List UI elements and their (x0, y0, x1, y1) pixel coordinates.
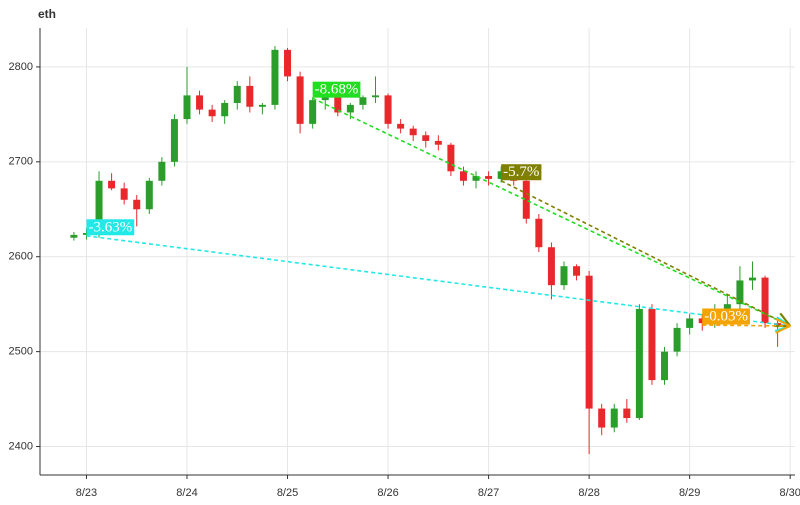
x-tick-label: 8/28 (578, 487, 599, 499)
candle-body (674, 328, 681, 352)
candle-body (146, 181, 153, 209)
chart-title: eth (38, 7, 56, 21)
candle-body (749, 278, 756, 281)
candle-body (196, 95, 203, 109)
y-tick-label: 2800 (9, 61, 33, 73)
candle-body (435, 141, 442, 145)
y-tick-label: 2600 (9, 251, 33, 263)
candle-body (372, 95, 379, 97)
y-tick-label: 2700 (9, 156, 33, 168)
candle-body (648, 309, 655, 380)
candle-body (121, 188, 128, 199)
candle-body (397, 124, 404, 129)
candle-body (762, 278, 769, 324)
candle-body (234, 86, 241, 103)
candle-body (560, 266, 567, 285)
candle-body (70, 235, 77, 238)
candle-body (183, 95, 190, 119)
annotation-label: -3.63% (88, 219, 132, 235)
candle-body (573, 266, 580, 275)
candle-body (271, 50, 278, 105)
candle-body (485, 176, 492, 179)
annotation-layer: -3.63% -8.68% -5.7% -0.03% (86, 82, 790, 333)
candle-body (334, 97, 341, 112)
x-tick-label: 8/25 (277, 487, 298, 499)
candle-body (133, 200, 140, 209)
candle-body (108, 181, 115, 189)
candle-body (259, 105, 266, 107)
x-tick-label: 8/30 (779, 487, 800, 499)
candle-body (447, 145, 454, 172)
candle-body (347, 105, 354, 113)
candle-body (422, 135, 429, 141)
x-tick-label: 8/29 (679, 487, 700, 499)
candle-body (410, 129, 417, 136)
candle-body (661, 352, 668, 380)
candle-body (460, 171, 467, 180)
candle-body (548, 247, 555, 285)
x-tick-label: 8/23 (76, 487, 97, 499)
grid-layer: 2400 2500 2600 2700 2800 8/23 8/24 8/25 8/26 8/27… (9, 28, 800, 499)
y-tick-label: 2500 (9, 346, 33, 358)
candle-body (209, 110, 216, 117)
candle-body (535, 219, 542, 247)
candle-body (636, 309, 643, 418)
candle-body (623, 409, 630, 418)
candle-body (686, 318, 693, 327)
candle-body (598, 409, 605, 428)
x-tick-label: 8/26 (377, 487, 398, 499)
x-tick-label: 8/27 (478, 487, 499, 499)
annotation-label: -5.7% (503, 164, 539, 180)
candle-body (297, 76, 304, 123)
trend-line (501, 181, 790, 326)
candle-body (359, 97, 366, 105)
trend-line (86, 236, 790, 326)
annotation-label: -0.03% (704, 308, 748, 324)
candle-body (586, 276, 593, 409)
y-tick-label: 2400 (9, 440, 33, 452)
marks-layer (70, 46, 781, 454)
candle-body (171, 119, 178, 162)
annotation-label: -8.68% (315, 82, 359, 98)
candle-body (284, 50, 291, 77)
candle-body (246, 86, 253, 107)
candle-body (158, 162, 165, 181)
candle-body (221, 103, 228, 116)
candle-body (385, 95, 392, 123)
candle-body (309, 100, 316, 124)
candle-body (611, 409, 618, 428)
candle-body (322, 97, 329, 100)
x-tick-label: 8/24 (176, 487, 197, 499)
